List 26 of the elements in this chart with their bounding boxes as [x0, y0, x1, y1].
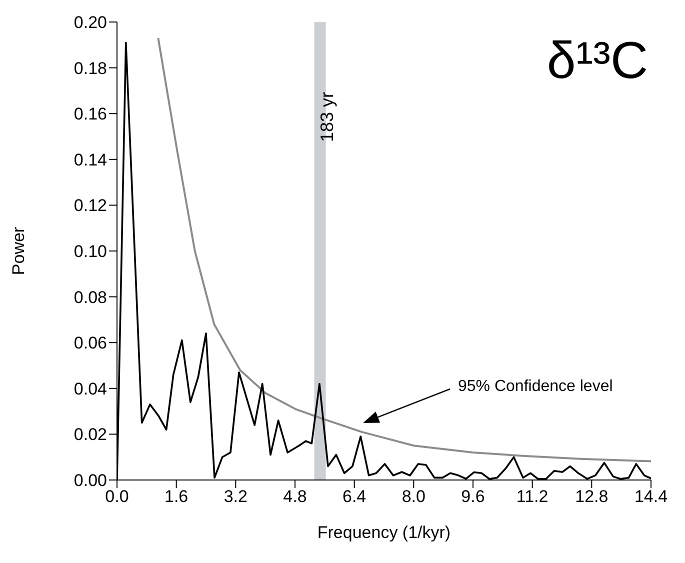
- y-tick-label: 0.18: [74, 58, 107, 78]
- y-tick-label: 0.12: [74, 196, 107, 216]
- y-tick-label: 0.06: [74, 334, 107, 353]
- x-tick-label: 4.8: [283, 487, 307, 506]
- x-tick-label: 11.2: [516, 487, 548, 506]
- annotation: 95% Confidence level: [458, 378, 613, 395]
- y-tick-label: 0.02: [74, 425, 107, 444]
- x-tick-label: 9.6: [461, 487, 485, 506]
- x-tick-label: 8.0: [402, 487, 426, 506]
- band-label: 183 yr: [316, 92, 337, 142]
- x-tick-label: 1.6: [164, 487, 188, 506]
- x-tick-label: 3.2: [224, 487, 248, 506]
- x-tick-label: 12.8: [575, 487, 608, 506]
- y-axis-title: Power: [9, 226, 28, 276]
- chart-title: δ¹³C: [546, 32, 648, 90]
- y-tick-label: 0.16: [74, 104, 107, 124]
- x-tick-label: 0.0: [105, 487, 129, 506]
- x-tick-label: 14.4: [634, 487, 668, 506]
- x-tick-label: 6.4: [342, 487, 366, 506]
- y-tick-label: 0.20: [74, 13, 107, 32]
- y-tick-label: 0.00: [74, 471, 107, 490]
- y-tick-label: 0.08: [74, 288, 107, 307]
- y-tick-label: 0.14: [74, 150, 107, 170]
- x-axis-title: Frequency (1/kyr): [317, 523, 451, 542]
- y-tick-label: 0.10: [74, 242, 107, 262]
- y-tick-label: 0.04: [74, 379, 107, 398]
